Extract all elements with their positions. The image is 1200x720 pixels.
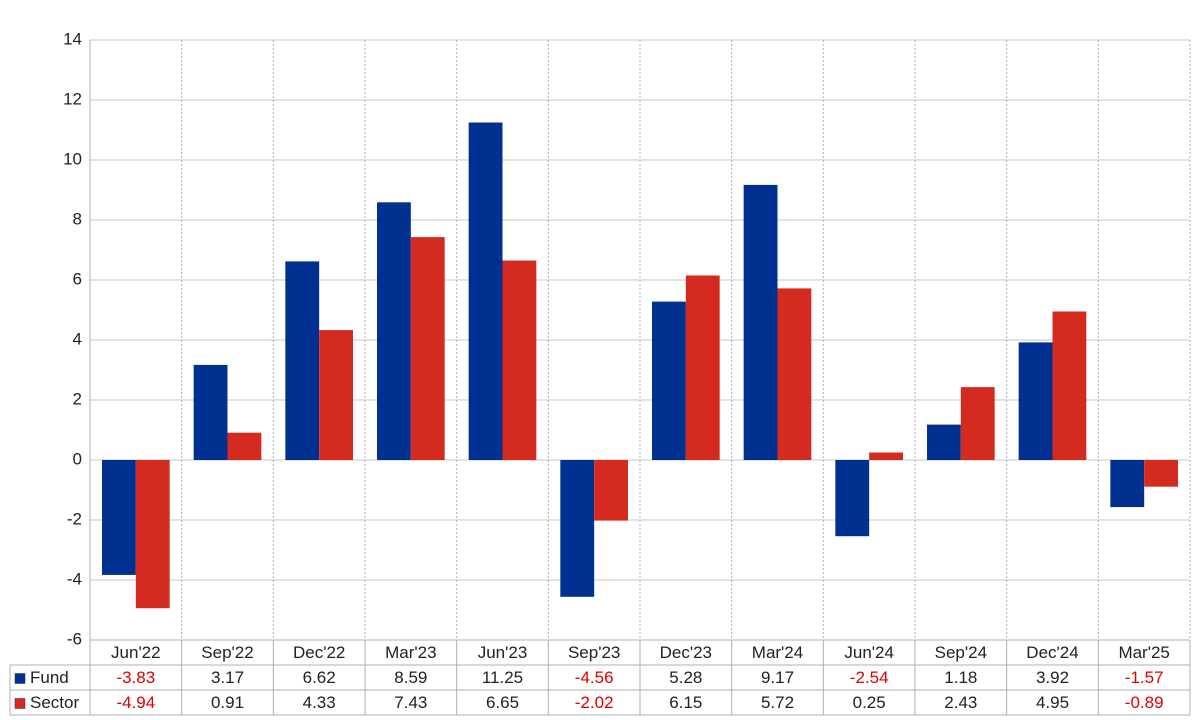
y-tick-label: 4 <box>73 329 82 348</box>
x-tick-label: Sep'24 <box>935 643 987 662</box>
bar <box>102 460 136 575</box>
bar <box>927 424 961 460</box>
legend-marker <box>14 673 26 684</box>
bar <box>652 301 686 460</box>
bar <box>743 184 778 460</box>
x-tick-label: Sep'22 <box>201 643 253 662</box>
bar <box>410 237 445 460</box>
y-tick-label: 10 <box>63 149 82 168</box>
bar <box>1018 342 1053 460</box>
x-tick-label: Jun'24 <box>844 643 894 662</box>
y-tick-label: -6 <box>67 629 82 648</box>
legend-label: Fund <box>30 668 69 687</box>
table-value: 6.65 <box>486 693 519 712</box>
table-value: 9.17 <box>761 668 794 687</box>
x-tick-label: Jun'23 <box>478 643 528 662</box>
bar <box>1144 460 1178 487</box>
bar <box>777 288 812 460</box>
y-tick-label: 12 <box>63 89 82 108</box>
bar <box>560 460 595 597</box>
table-value: 0.91 <box>211 693 244 712</box>
x-tick-label: Mar'24 <box>752 643 803 662</box>
bar <box>285 261 320 460</box>
table-value: 4.95 <box>1036 693 1069 712</box>
table-value: 5.72 <box>761 693 794 712</box>
bar <box>377 202 411 461</box>
bar <box>135 460 170 609</box>
table-value: 6.15 <box>669 693 702 712</box>
bar <box>869 452 903 460</box>
table-value: 4.33 <box>303 693 336 712</box>
y-tick-label: 2 <box>73 389 82 408</box>
y-tick-label: 8 <box>73 209 82 228</box>
bar <box>319 330 353 460</box>
x-tick-label: Dec'23 <box>660 643 712 662</box>
bar <box>835 460 870 537</box>
table-value: 0.25 <box>853 693 886 712</box>
table-value: -4.94 <box>116 693 155 712</box>
y-tick-label: 6 <box>73 269 82 288</box>
y-tick-label: 14 <box>63 29 82 48</box>
table-value: -4.56 <box>575 668 614 687</box>
x-tick-label: Dec'22 <box>293 643 345 662</box>
table-value: 7.43 <box>394 693 427 712</box>
x-tick-label: Mar'25 <box>1118 643 1169 662</box>
x-tick-label: Dec'24 <box>1026 643 1078 662</box>
y-tick-label: 0 <box>73 449 82 468</box>
table-value: -0.89 <box>1125 693 1164 712</box>
table-value: 8.59 <box>394 668 427 687</box>
x-tick-label: Mar'23 <box>385 643 436 662</box>
x-tick-label: Jun'22 <box>111 643 161 662</box>
table-value: -1.57 <box>1125 668 1164 687</box>
bar <box>502 260 537 460</box>
table-value: -2.02 <box>575 693 614 712</box>
table-value: 1.18 <box>944 668 977 687</box>
table-value: 6.62 <box>303 668 336 687</box>
table-value: 3.17 <box>211 668 244 687</box>
y-tick-label: -4 <box>67 569 82 588</box>
legend-label: Sector <box>30 693 79 712</box>
table-value: 11.25 <box>482 668 523 687</box>
x-tick-label: Sep'23 <box>568 643 620 662</box>
bar <box>468 122 503 460</box>
table-value: 3.92 <box>1036 668 1069 687</box>
bar <box>1052 311 1087 460</box>
bar <box>193 364 228 460</box>
bar <box>960 387 995 460</box>
y-tick-label: -2 <box>67 509 82 528</box>
table-value: 2.43 <box>944 693 977 712</box>
legend-marker <box>14 698 26 709</box>
bar <box>227 432 262 460</box>
bar <box>1110 460 1145 508</box>
bar <box>594 460 628 521</box>
table-value: -2.54 <box>850 668 889 687</box>
table-value: 5.28 <box>669 668 702 687</box>
table-value: -3.83 <box>116 668 155 687</box>
bar <box>685 275 720 460</box>
